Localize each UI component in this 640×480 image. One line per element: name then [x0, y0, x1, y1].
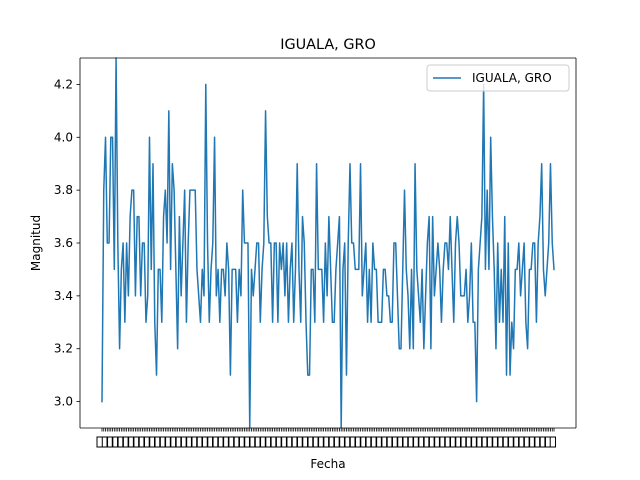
- series-line-iguala-gro: [101, 57, 555, 429]
- y-axis-label: Magnitud: [29, 215, 43, 271]
- y-tick-label: 4.0: [54, 130, 73, 144]
- legend-entry-label: IGUALA, GRO: [472, 71, 552, 85]
- x-tick-label-band: [96, 436, 556, 448]
- y-axis-ticks: 3.0 3.2 3.4 3.6 3.8 4.0 4.2: [54, 77, 80, 409]
- x-axis-ticks: [96, 428, 556, 448]
- legend-box: [426, 64, 570, 92]
- legend: IGUALA, GRO: [426, 64, 570, 92]
- x-tick-label-overlap: [544, 436, 556, 448]
- y-tick-label: 3.6: [54, 236, 73, 250]
- y-tick-label: 3.4: [54, 289, 73, 303]
- x-axis-label: Fecha: [310, 457, 345, 471]
- y-tick-label: 3.2: [54, 342, 73, 356]
- y-tick-label: 4.2: [54, 77, 73, 91]
- y-tick-label: 3.0: [54, 395, 73, 409]
- y-tick-label: 3.8: [54, 183, 73, 197]
- chart-title: IGUALA, GRO: [280, 37, 376, 53]
